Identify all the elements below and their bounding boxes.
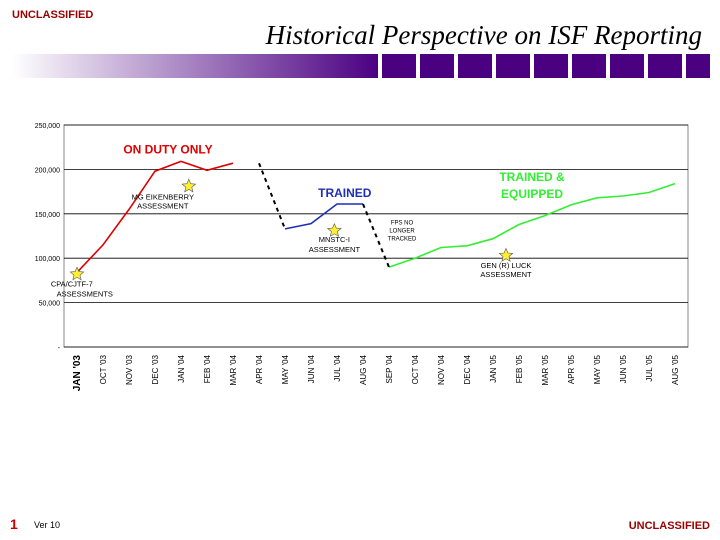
series-label: TRAINED & xyxy=(499,170,565,184)
x-tick-label: NOV '04 xyxy=(437,354,446,385)
series-label: ON DUTY ONLY xyxy=(123,142,212,156)
series-line xyxy=(388,182,676,268)
annotation-label: ASSESSMENT xyxy=(480,270,532,279)
x-tick-label: MAY '05 xyxy=(593,354,602,384)
x-tick-label: MAR '05 xyxy=(541,354,550,385)
x-tick-label: DEC '03 xyxy=(151,354,160,384)
x-tick-label: APR '04 xyxy=(255,354,264,384)
y-tick-label: 150,000 xyxy=(35,212,60,219)
classification-bottom: UNCLASSIFIED xyxy=(628,520,710,532)
slide-title: Historical Perspective on ISF Reporting xyxy=(265,20,702,50)
x-tick-label: APR '05 xyxy=(567,354,576,384)
annotation-label: LONGER xyxy=(389,228,415,234)
y-tick-label: 100,000 xyxy=(35,256,60,263)
version-label: Ver 10 xyxy=(34,520,61,530)
x-tick-label: DEC '04 xyxy=(463,354,472,384)
annotation-label: ASSESSMENT xyxy=(309,245,361,254)
y-tick-label: - xyxy=(58,345,61,352)
classification-top: UNCLASSIFIED xyxy=(12,9,94,21)
x-tick-label: SEP '04 xyxy=(385,354,394,383)
x-tick-label: JUL '04 xyxy=(333,354,342,381)
x-tick-label: JAN '03 xyxy=(72,355,83,392)
isf-chart: - 50,000 100,000 150,000 200,000 250,000 JAN '… xyxy=(35,123,689,392)
series-label: TRAINED xyxy=(318,186,372,200)
x-tick-label: AUG '04 xyxy=(359,354,368,385)
annotation-label: TRACKED xyxy=(388,236,417,242)
x-tick-label: JAN '05 xyxy=(489,354,498,382)
annotation-label: MNSTC-I xyxy=(319,235,350,244)
annotation-label: FPS NO xyxy=(391,220,414,226)
series-line xyxy=(284,203,363,230)
series-label: EQUIPPED xyxy=(501,187,563,201)
series-line xyxy=(362,203,390,268)
x-tick-label: OCT '04 xyxy=(411,354,420,384)
annotation-label: ASSESSMENTS xyxy=(57,289,113,298)
x-tick-label: JUL '05 xyxy=(645,354,654,381)
y-tick-label: 250,000 xyxy=(35,123,60,130)
assessment-star-icon xyxy=(498,247,514,262)
x-tick-label: MAY '04 xyxy=(281,354,290,384)
title-decorative-bar xyxy=(12,54,710,78)
assessment-star-icon xyxy=(181,178,197,193)
x-tick-label: MAR '04 xyxy=(229,354,238,385)
annotation-label: GEN (R) LUCK xyxy=(481,261,532,270)
x-tick-label: NOV '03 xyxy=(125,354,134,385)
annotation-label: MG EIKENBERRY xyxy=(132,193,194,202)
annotation-label: ASSESSMENT xyxy=(137,201,189,210)
series-line xyxy=(76,160,234,273)
slide-number: 1 xyxy=(10,516,18,532)
assessment-star-icon xyxy=(69,266,85,281)
x-tick-label: JUN '04 xyxy=(307,354,316,383)
y-tick-label: 50,000 xyxy=(39,301,61,308)
x-tick-label: FEB '04 xyxy=(203,354,212,383)
x-tick-label: OCT '03 xyxy=(99,354,108,384)
series-line xyxy=(258,162,286,230)
annotation-label: CPA/CJTF-7 xyxy=(51,280,93,289)
y-tick-label: 200,000 xyxy=(35,167,60,174)
x-tick-label: AUG '05 xyxy=(671,354,680,385)
assessment-star-icon xyxy=(326,222,342,237)
x-tick-label: FEB '05 xyxy=(515,354,524,383)
x-tick-label: JAN '04 xyxy=(177,354,186,382)
x-tick-label: JUN '05 xyxy=(619,354,628,383)
